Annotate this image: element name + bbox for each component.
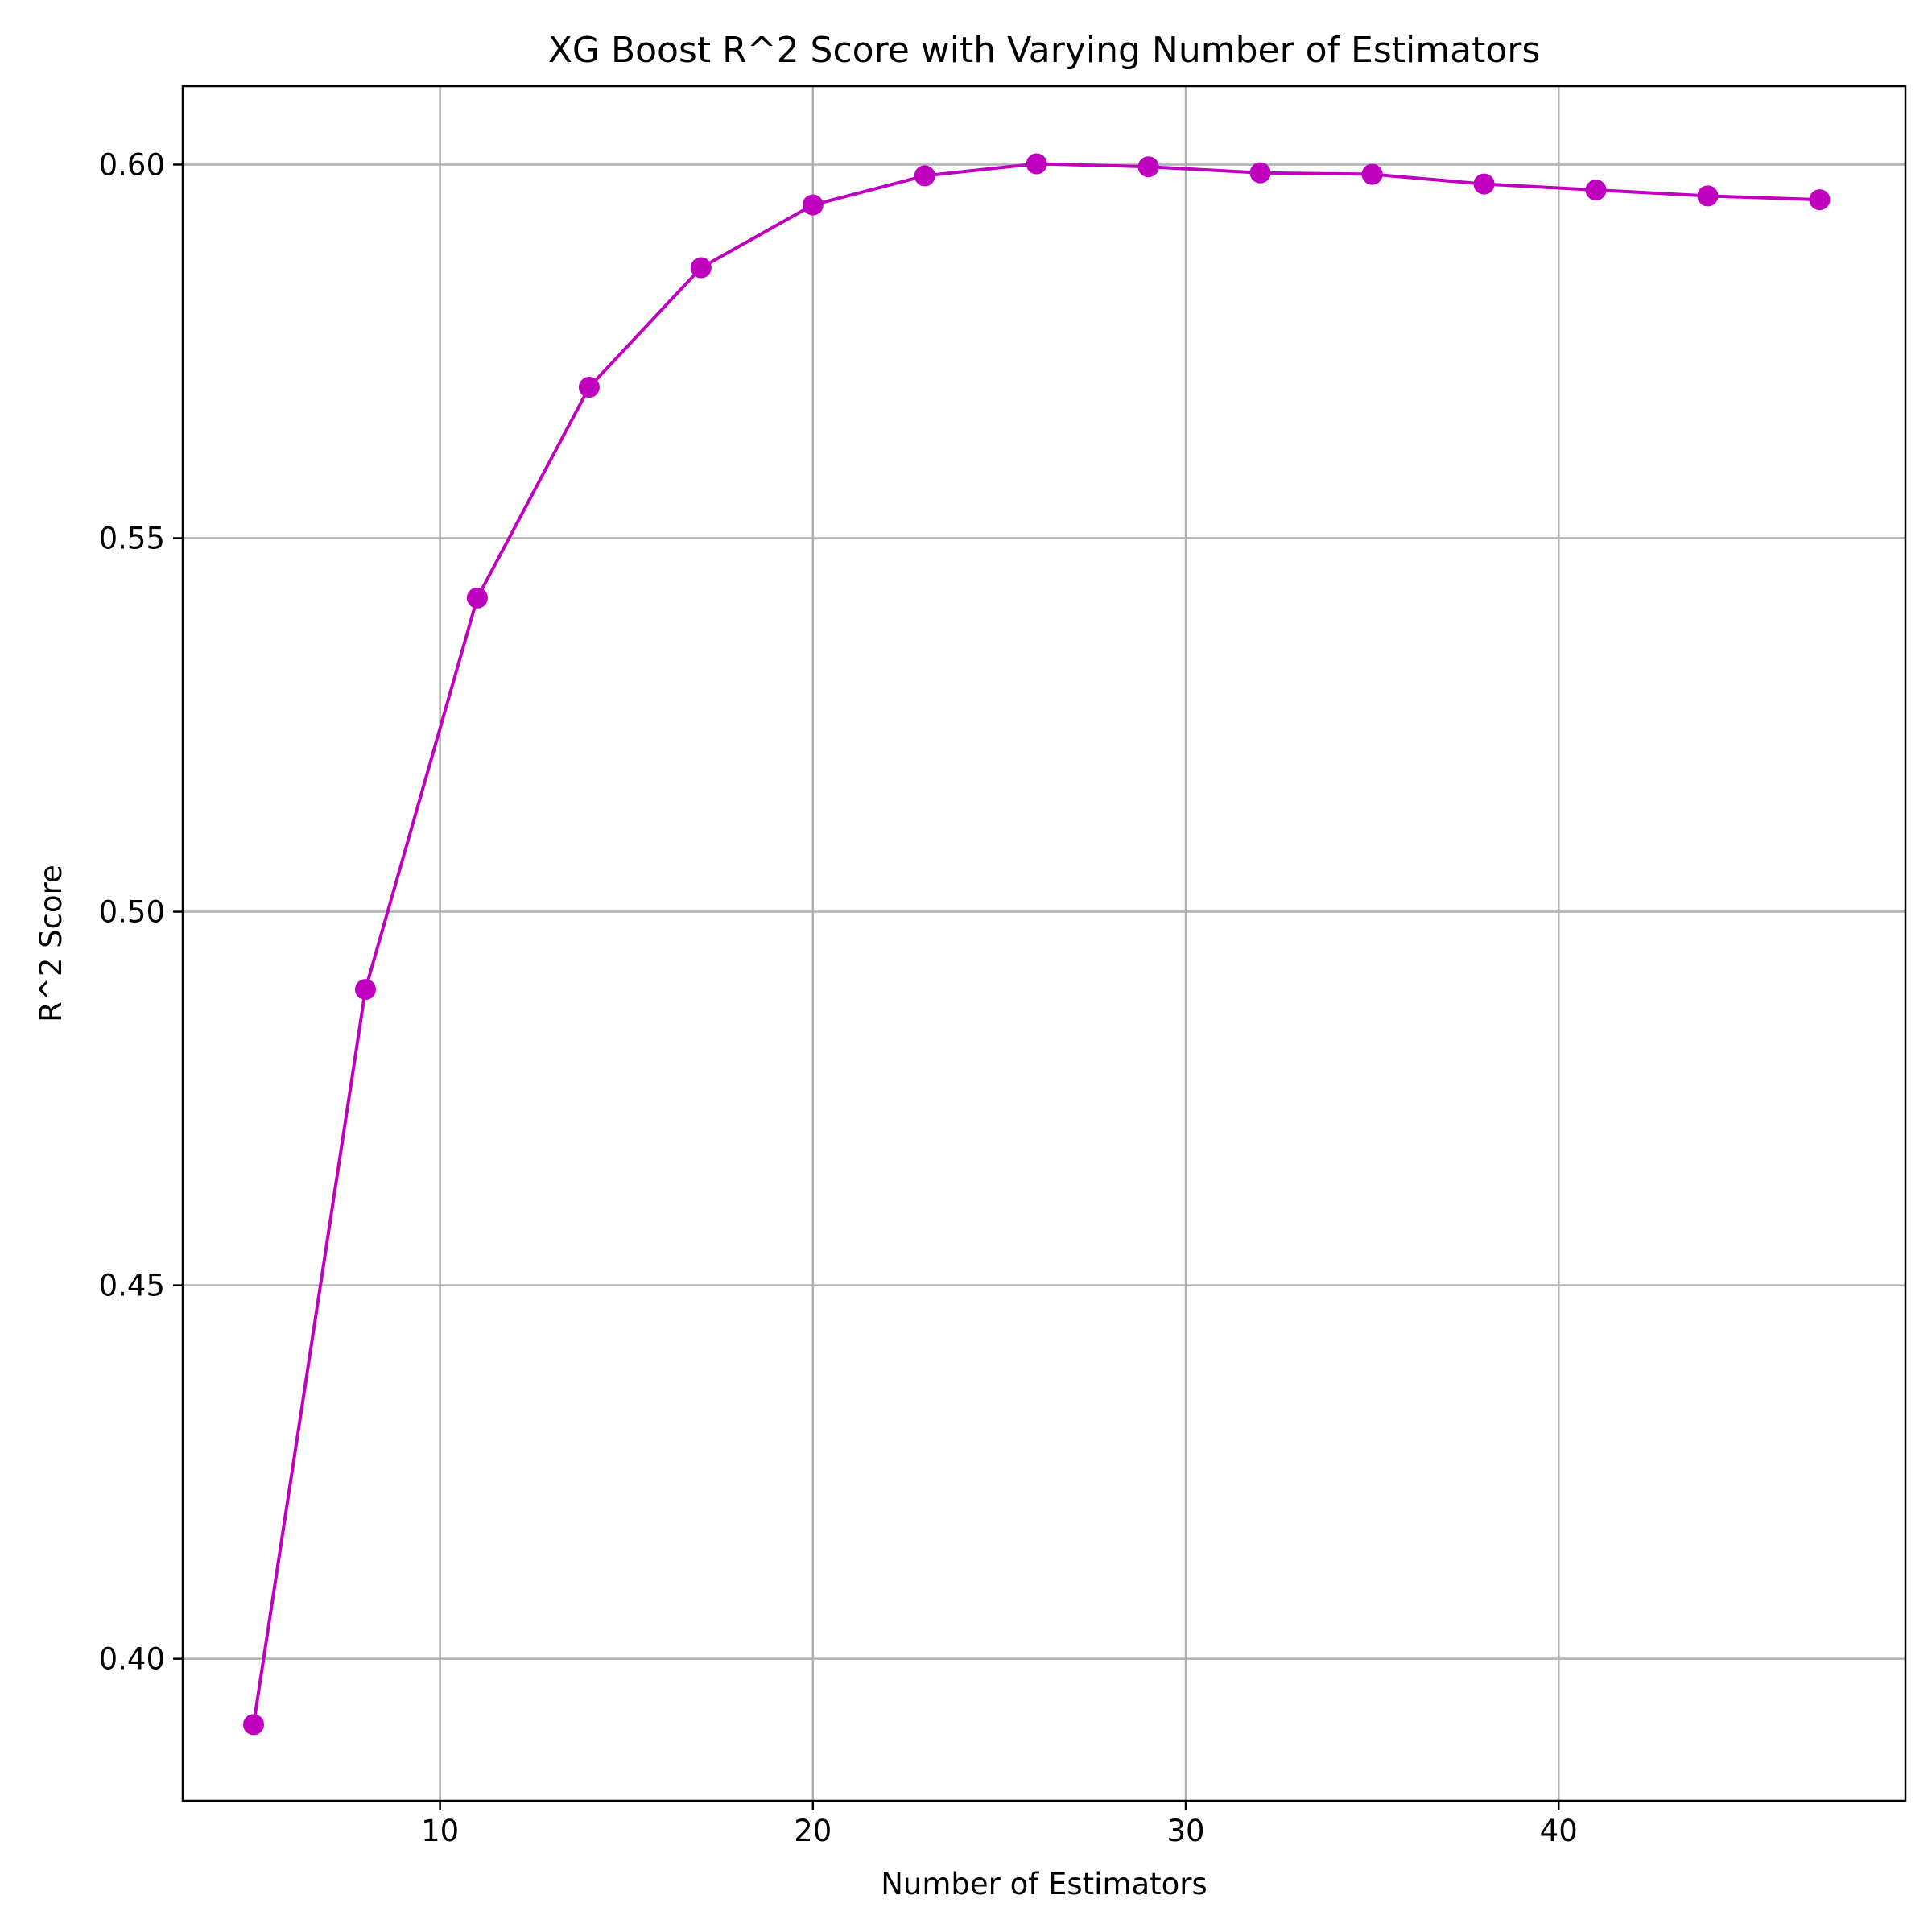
- data-point: [466, 587, 488, 609]
- x-axis-label: Number of Estimators: [881, 1867, 1208, 1901]
- x-tick-label: 20: [794, 1814, 832, 1848]
- y-tick-label: 0.55: [99, 522, 165, 556]
- chart-title: XG Boost R^2 Score with Varying Number o…: [548, 30, 1541, 71]
- data-point: [1137, 156, 1159, 178]
- x-tick-label: 10: [421, 1814, 459, 1848]
- plot-frame: [181, 85, 1907, 1802]
- x-tick-label: 30: [1166, 1814, 1204, 1848]
- data-point: [1249, 162, 1271, 184]
- data-point: [802, 194, 824, 216]
- data-point: [914, 165, 935, 187]
- data-point: [243, 1714, 265, 1736]
- data-point: [690, 257, 712, 279]
- data-point: [1697, 185, 1719, 207]
- data-point: [1473, 173, 1495, 195]
- y-tick-label: 0.45: [99, 1269, 165, 1303]
- y-tick-label: 0.50: [99, 895, 165, 930]
- y-tick-label: 0.40: [99, 1642, 165, 1677]
- data-point: [1026, 153, 1047, 175]
- axis-ticks: 10 20 30 40 0.40 0.45 0.50 0.55 0.60: [99, 147, 1578, 1848]
- data-point: [354, 979, 376, 1001]
- x-tick-label: 40: [1540, 1814, 1578, 1848]
- data-point: [1585, 180, 1607, 201]
- y-axis-label: R^2 Score: [34, 865, 68, 1022]
- data-point: [1809, 189, 1831, 211]
- data-point: [578, 377, 600, 398]
- series-layer: [243, 153, 1831, 1736]
- y-tick-label: 0.60: [99, 147, 165, 182]
- data-point: [1361, 163, 1383, 185]
